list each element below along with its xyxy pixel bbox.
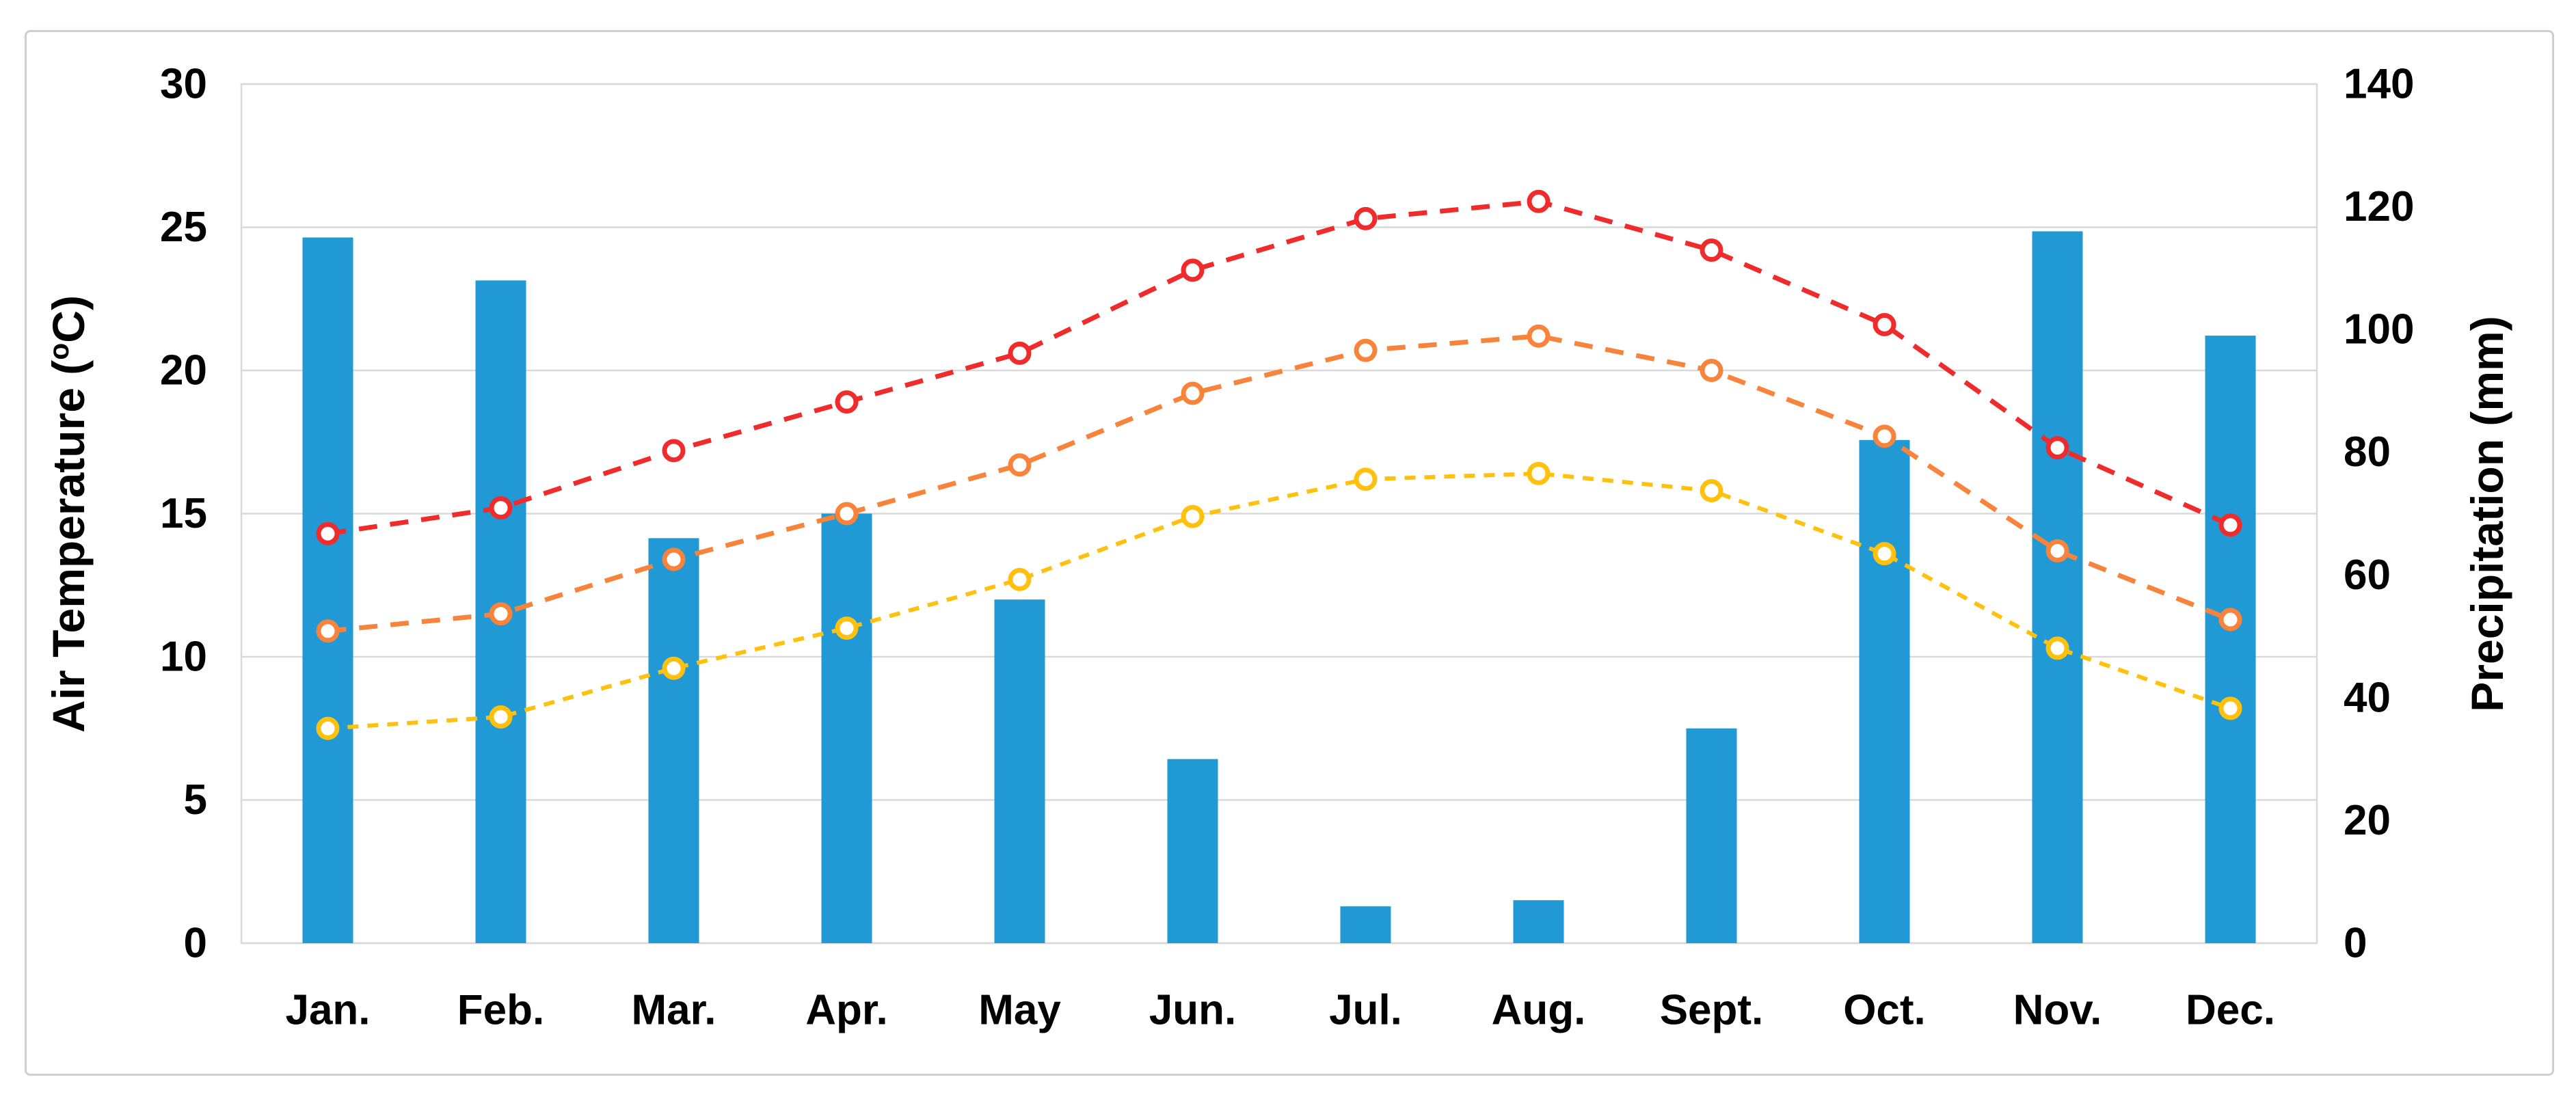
left-axis-tick-25: 25 — [160, 204, 207, 251]
month-label-aug: Aug. — [1492, 987, 1586, 1034]
month-label-sept: Sept. — [1660, 987, 1764, 1034]
left-axis-tick-5: 5 — [184, 776, 207, 824]
orange-dashed-line-middle-marker-jul — [1354, 338, 1378, 362]
yellow-dashed-line-lower — [327, 471, 2231, 731]
month-label-nov: Nov. — [2013, 987, 2102, 1034]
bar-mar — [648, 538, 699, 943]
month-label-dec: Dec. — [2186, 987, 2275, 1034]
month-label-jan: Jan. — [285, 987, 370, 1034]
month-label-mar: Mar. — [631, 987, 716, 1034]
red-dashed-line-upper-marker-mar — [662, 439, 686, 463]
orange-dashed-line-middle-marker-sept — [1700, 359, 1723, 382]
figure-border — [25, 30, 2554, 1076]
yellow-dashed-line-lower-marker-apr — [835, 616, 859, 640]
red-dashed-line-upper-marker-feb — [489, 496, 513, 520]
bar-oct — [1859, 439, 1910, 943]
orange-dashed-line-middle-marker-mar — [662, 547, 686, 571]
orange-dashed-line-middle-marker-may — [1008, 453, 1032, 477]
yellow-dashed-line-lower-marker-jun — [1181, 504, 1205, 528]
left-axis-tick-20: 20 — [160, 347, 207, 394]
red-dashed-line-upper — [327, 199, 2231, 537]
yellow-dashed-line-lower-marker-mar — [662, 656, 686, 680]
month-label-oct: Oct. — [1843, 987, 1926, 1034]
left-axis-tick-30: 30 — [160, 61, 207, 108]
red-dashed-line-upper-marker-jun — [1181, 258, 1205, 282]
orange-dashed-line-middle-marker-aug — [1527, 324, 1551, 348]
yellow-dashed-line-lower-marker-aug — [1527, 461, 1551, 485]
orange-dashed-line-middle-marker-nov — [2045, 539, 2069, 562]
red-dashed-line-upper-marker-nov — [2045, 436, 2069, 460]
month-label-apr: Apr. — [805, 987, 888, 1034]
right-axis-tick-80: 80 — [2344, 429, 2391, 476]
yellow-dashed-line-lower-marker-oct — [1873, 542, 1896, 566]
yellow-dashed-line-lower-marker-sept — [1700, 478, 1723, 502]
orange-dashed-line-middle-marker-feb — [489, 602, 513, 626]
left-axis-tick-15: 15 — [160, 490, 207, 537]
bar-dec — [2205, 336, 2256, 943]
left-axis-tick-10: 10 — [160, 634, 207, 681]
plot-border — [240, 83, 2318, 945]
month-label-jul: Jul. — [1329, 987, 1402, 1034]
red-dashed-line-upper-marker-may — [1008, 341, 1032, 365]
yellow-dashed-line-lower-marker-jul — [1354, 467, 1378, 491]
red-dashed-line-upper-marker-apr — [835, 390, 859, 414]
yellow-dashed-line-lower-marker-dec — [2218, 696, 2242, 720]
bar-jun — [1167, 759, 1218, 943]
bar-nov — [2032, 231, 2083, 943]
bar-apr — [821, 513, 872, 943]
red-dashed-line-upper-marker-oct — [1873, 312, 1896, 336]
red-dashed-line-upper-marker-jan — [316, 521, 340, 545]
yellow-dashed-line-lower-marker-feb — [489, 705, 513, 729]
bar-may — [994, 599, 1045, 943]
bar-aug — [1513, 900, 1564, 943]
orange-dashed-line-middle-marker-apr — [835, 502, 859, 526]
left-axis-tick-0: 0 — [184, 920, 207, 967]
orange-dashed-line-middle-marker-oct — [1873, 424, 1896, 448]
orange-dashed-line-middle-marker-dec — [2218, 608, 2242, 632]
right-axis-tick-60: 60 — [2344, 552, 2391, 599]
month-label-feb: Feb. — [457, 987, 544, 1034]
month-label-jun: Jun. — [1149, 987, 1236, 1034]
orange-dashed-line-middle-marker-jan — [316, 619, 340, 643]
yellow-dashed-line-lower-marker-jan — [316, 716, 340, 740]
bar-jul — [1340, 906, 1391, 943]
red-dashed-line-upper-marker-jul — [1354, 206, 1378, 230]
orange-dashed-line-middle — [327, 334, 2231, 634]
red-dashed-line-upper-marker-dec — [2218, 513, 2242, 537]
right-axis-tick-40: 40 — [2344, 674, 2391, 721]
right-axis-tick-120: 120 — [2344, 183, 2414, 230]
right-axis-tick-20: 20 — [2344, 797, 2391, 844]
bar-sept — [1686, 728, 1737, 943]
bar-jan — [302, 237, 353, 943]
month-label-may: May — [978, 987, 1061, 1034]
right-axis-tick-0: 0 — [2344, 920, 2367, 967]
right-axis-tick-140: 140 — [2344, 61, 2414, 108]
red-dashed-line-upper-marker-sept — [1700, 239, 1723, 262]
yellow-dashed-line-lower-marker-nov — [2045, 636, 2069, 660]
red-dashed-line-upper-marker-aug — [1527, 189, 1551, 213]
yellow-dashed-line-lower-marker-may — [1008, 567, 1032, 591]
right-axis-tick-100: 100 — [2344, 306, 2414, 353]
orange-dashed-line-middle-marker-jun — [1181, 381, 1205, 405]
